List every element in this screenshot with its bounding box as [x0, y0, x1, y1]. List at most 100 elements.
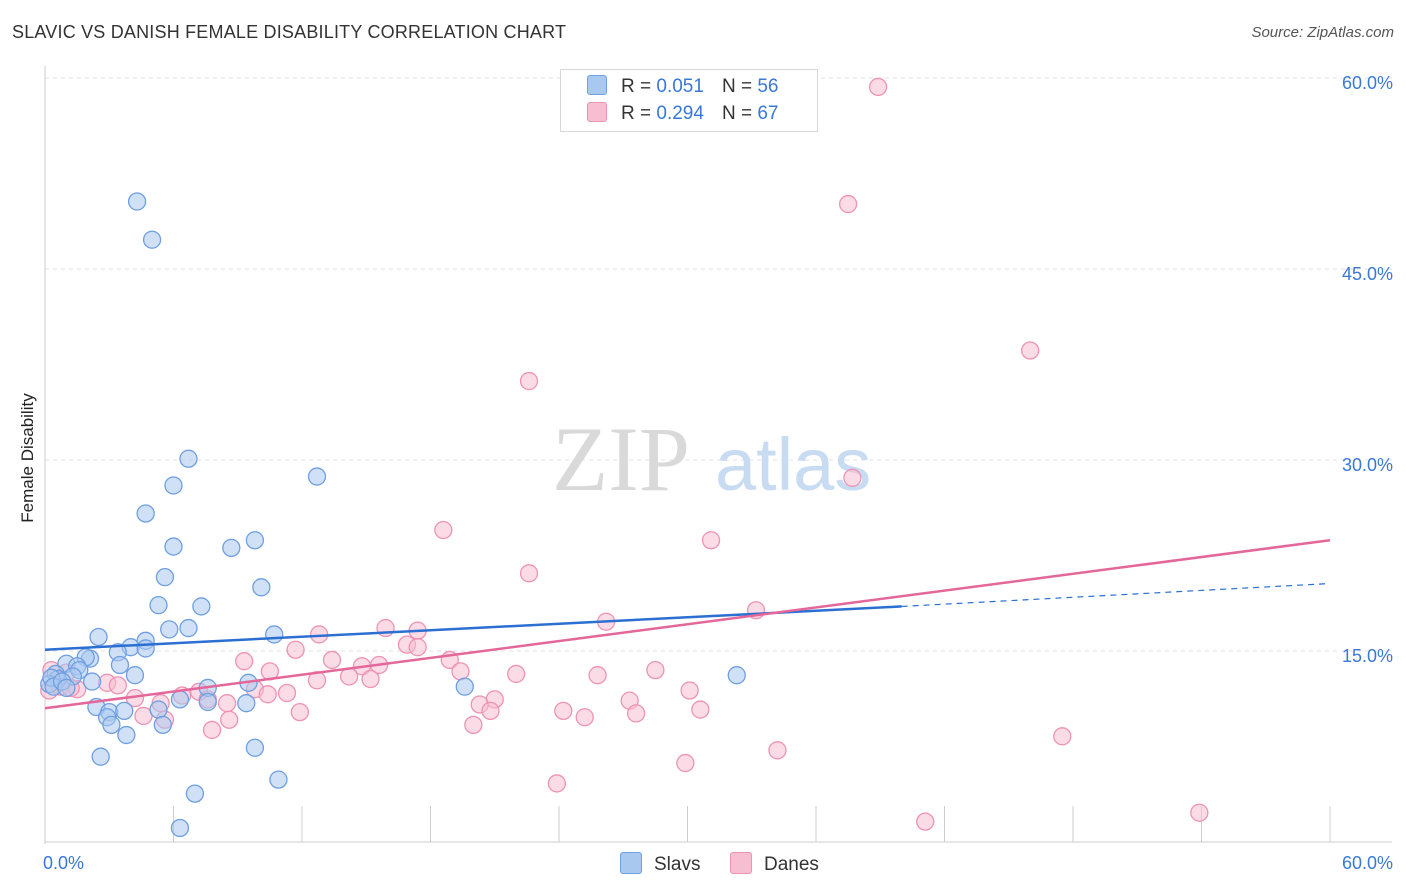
- danes-point: [646, 660, 665, 680]
- y-tick-label: 30.0%: [1342, 455, 1393, 475]
- slavs-point: [117, 725, 136, 745]
- watermark-atlas: atlas: [715, 423, 871, 506]
- slavs-point: [252, 578, 271, 597]
- danes-point: [464, 715, 483, 735]
- slavs-point: [455, 677, 474, 696]
- danes-point: [547, 774, 567, 793]
- legend-r-value: 0.294: [656, 103, 704, 124]
- watermark: ZIP atlas: [552, 408, 871, 510]
- legend-r-label: R =: [621, 76, 652, 97]
- slavs-point: [153, 715, 172, 735]
- danes-point: [843, 468, 862, 487]
- slavs-swatch: [620, 852, 642, 874]
- slavs-point: [269, 770, 288, 789]
- y-tick-labels: 15.0% 30.0% 45.0% 60.0%: [1342, 73, 1393, 666]
- danes-point: [916, 812, 935, 831]
- slavs-point: [185, 784, 205, 803]
- slavs-point: [727, 666, 746, 685]
- slavs-point: [57, 678, 76, 698]
- danes-point: [838, 194, 858, 214]
- bottom-legend-slavs-label: Slavs: [654, 854, 701, 875]
- legend-n-label: N =: [721, 76, 753, 97]
- slavs-point: [142, 230, 162, 249]
- slavs-point: [307, 467, 327, 486]
- slavs-point: [136, 639, 155, 658]
- danes-point: [588, 666, 607, 685]
- danes-point: [519, 371, 539, 391]
- danes-point: [202, 720, 222, 740]
- danes-trend-line: [44, 538, 1331, 710]
- slavs-point: [265, 625, 284, 644]
- danes-point: [286, 640, 305, 659]
- danes-point: [481, 701, 500, 720]
- slavs-point: [170, 818, 190, 838]
- slavs-point: [237, 694, 256, 713]
- slavs-point: [179, 618, 198, 638]
- bottom-legend-slavs[interactable]: Slavs: [620, 852, 700, 876]
- danes-point: [451, 662, 470, 681]
- danes-point: [701, 531, 721, 550]
- legend-row-danes: R = 0.294 N = 67: [587, 102, 778, 126]
- legend-row-slavs: R = 0.051 N = 56: [587, 75, 778, 99]
- source-label: Source: ZipAtlas.com: [1251, 24, 1394, 41]
- danes-point: [217, 694, 237, 713]
- danes-point: [361, 669, 380, 689]
- slavs-point: [170, 690, 190, 709]
- legend-n-value: 67: [757, 103, 779, 124]
- legend-r-label: R =: [621, 103, 652, 124]
- slavs-point: [102, 715, 121, 735]
- slavs-point: [89, 627, 108, 647]
- slavs-trend-line: [44, 605, 902, 651]
- danes-point: [1053, 727, 1072, 746]
- chart-title: SLAVIC VS DANISH FEMALE DISABILITY CORRE…: [12, 22, 567, 42]
- legend-n-value: 56: [757, 76, 779, 97]
- danes-point: [691, 700, 710, 719]
- danes-point: [626, 704, 646, 723]
- slavs-point: [245, 738, 265, 757]
- danes-point: [1190, 803, 1209, 822]
- danes-point: [290, 702, 310, 722]
- slavs-point: [222, 538, 241, 558]
- danes-point: [680, 681, 699, 700]
- danes-point: [868, 77, 888, 97]
- watermark-zip: ZIP: [552, 408, 690, 510]
- x-tick-labels: 0.0% 60.0%: [43, 853, 1393, 873]
- slavs-point: [149, 596, 168, 615]
- danes-point: [1021, 341, 1040, 360]
- legend-r-value: 0.051: [656, 76, 704, 97]
- slavs-point: [179, 449, 198, 468]
- slavs-point: [149, 700, 168, 719]
- danes-point: [258, 685, 277, 704]
- slavs-point: [164, 537, 183, 556]
- slavs-point: [110, 655, 130, 675]
- slavs-point: [115, 701, 134, 720]
- slavs-point: [82, 672, 102, 691]
- danes-swatch: [587, 102, 607, 122]
- danes-point: [108, 676, 127, 695]
- series-slavs: [40, 192, 746, 838]
- danes-point: [322, 650, 342, 670]
- slavs-point: [160, 620, 179, 639]
- slavs-point: [198, 692, 217, 712]
- danes-point: [408, 638, 427, 657]
- x-tick-label: 0.0%: [43, 853, 84, 873]
- bottom-legend-danes-label: Danes: [764, 854, 819, 875]
- slavs-point: [155, 567, 175, 587]
- slavs-point: [164, 476, 183, 495]
- danes-point: [676, 753, 695, 773]
- danes-point: [235, 652, 254, 671]
- y-tick-label: 15.0%: [1342, 646, 1393, 666]
- legend-n-label: N =: [721, 103, 753, 124]
- slavs-swatch: [587, 75, 607, 95]
- danes-point: [507, 664, 526, 684]
- slavs-trend-extension: [901, 582, 1331, 608]
- danes-point: [554, 701, 573, 720]
- gridlines: [45, 77, 1392, 652]
- danes-point: [277, 683, 297, 703]
- bottom-legend-danes[interactable]: Danes: [730, 852, 819, 876]
- slavs-point: [192, 597, 211, 616]
- x-tick-label: 60.0%: [1342, 853, 1393, 873]
- slavs-point: [245, 531, 265, 550]
- slavs-point: [127, 192, 147, 211]
- danes-point: [220, 710, 239, 729]
